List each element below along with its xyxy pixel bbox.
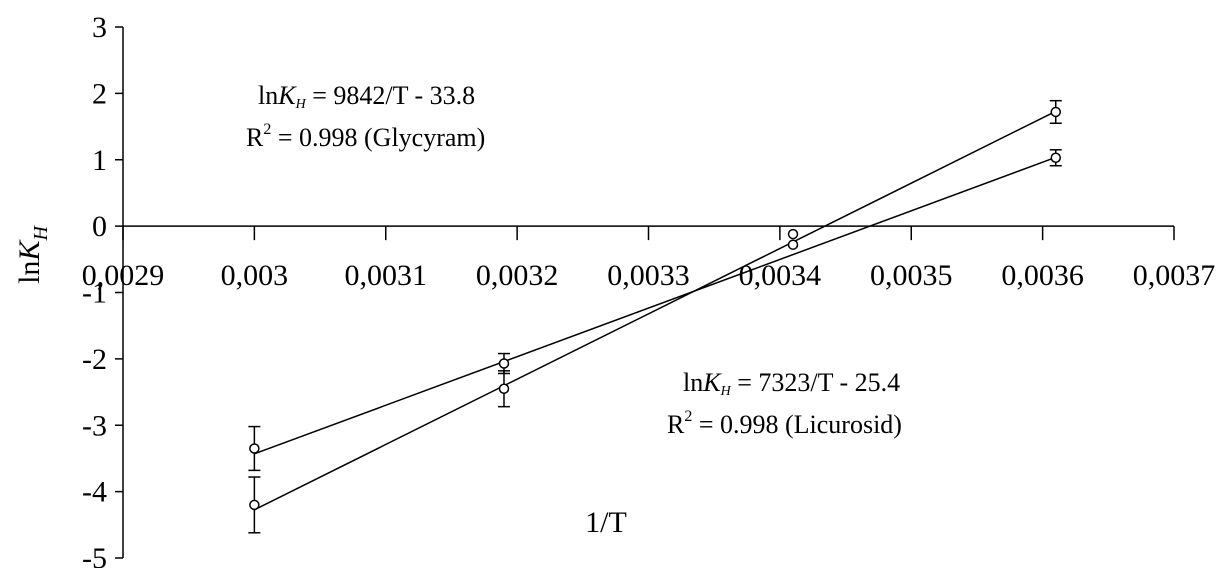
error-bars-group (248, 101, 1061, 533)
y-tick-label: -2 (82, 343, 107, 376)
y-tick-label: 3 (92, 11, 107, 44)
x-axis-title: 1/T (585, 506, 627, 539)
x-tick-label: 0,0037 (1133, 259, 1216, 292)
y-tick-label: 0 (92, 210, 107, 243)
x-tick-label: 0,0031 (345, 259, 428, 292)
x-tick-label: 0,0036 (1001, 259, 1084, 292)
x-tick-label: 0,0033 (607, 259, 690, 292)
data-point (1051, 153, 1060, 162)
y-axis-title: lnKH (13, 225, 52, 284)
y-tick-label: -4 (82, 476, 107, 509)
fit-lines-group (254, 111, 1055, 509)
data-point (499, 359, 508, 368)
x-tick-label: 0,0029 (82, 259, 165, 292)
x-tick-label: 0,0032 (476, 259, 559, 292)
y-tick-label: -5 (82, 542, 107, 568)
annotation-licurosid-r2: R2 = 0.998 (Licurosid) (667, 408, 902, 439)
data-point (499, 384, 508, 393)
data-points-group (250, 107, 1060, 509)
x-tick-label: 0,0034 (739, 259, 822, 292)
y-tick-label: 2 (92, 77, 107, 110)
annotation-licurosid-equation: lnKH = 7323/T - 25.4 (683, 368, 900, 399)
annotation-glycyram-equation: lnKH = 9842/T - 33.8 (258, 81, 475, 112)
fit-line-series-1 (254, 157, 1055, 453)
y-tick-label: -3 (82, 409, 107, 442)
x-tick-label: 0,0035 (870, 259, 953, 292)
x-tick-label: 0,003 (221, 259, 289, 292)
y-tick-label: 1 (92, 144, 107, 177)
fit-line-series-0 (254, 111, 1055, 509)
annotation-glycyram: lnKH = 9842/T - 33.8 R2 = 0.998 (Glycyra… (246, 81, 485, 152)
data-point (250, 444, 259, 453)
data-point (789, 240, 798, 249)
data-point (789, 230, 798, 239)
annotation-glycyram-r2: R2 = 0.998 (Glycyram) (246, 121, 485, 152)
annotation-licurosid: lnKH = 7323/T - 25.4 R2 = 0.998 (Licuros… (667, 368, 902, 439)
data-point (250, 500, 259, 509)
data-point (1051, 107, 1060, 116)
